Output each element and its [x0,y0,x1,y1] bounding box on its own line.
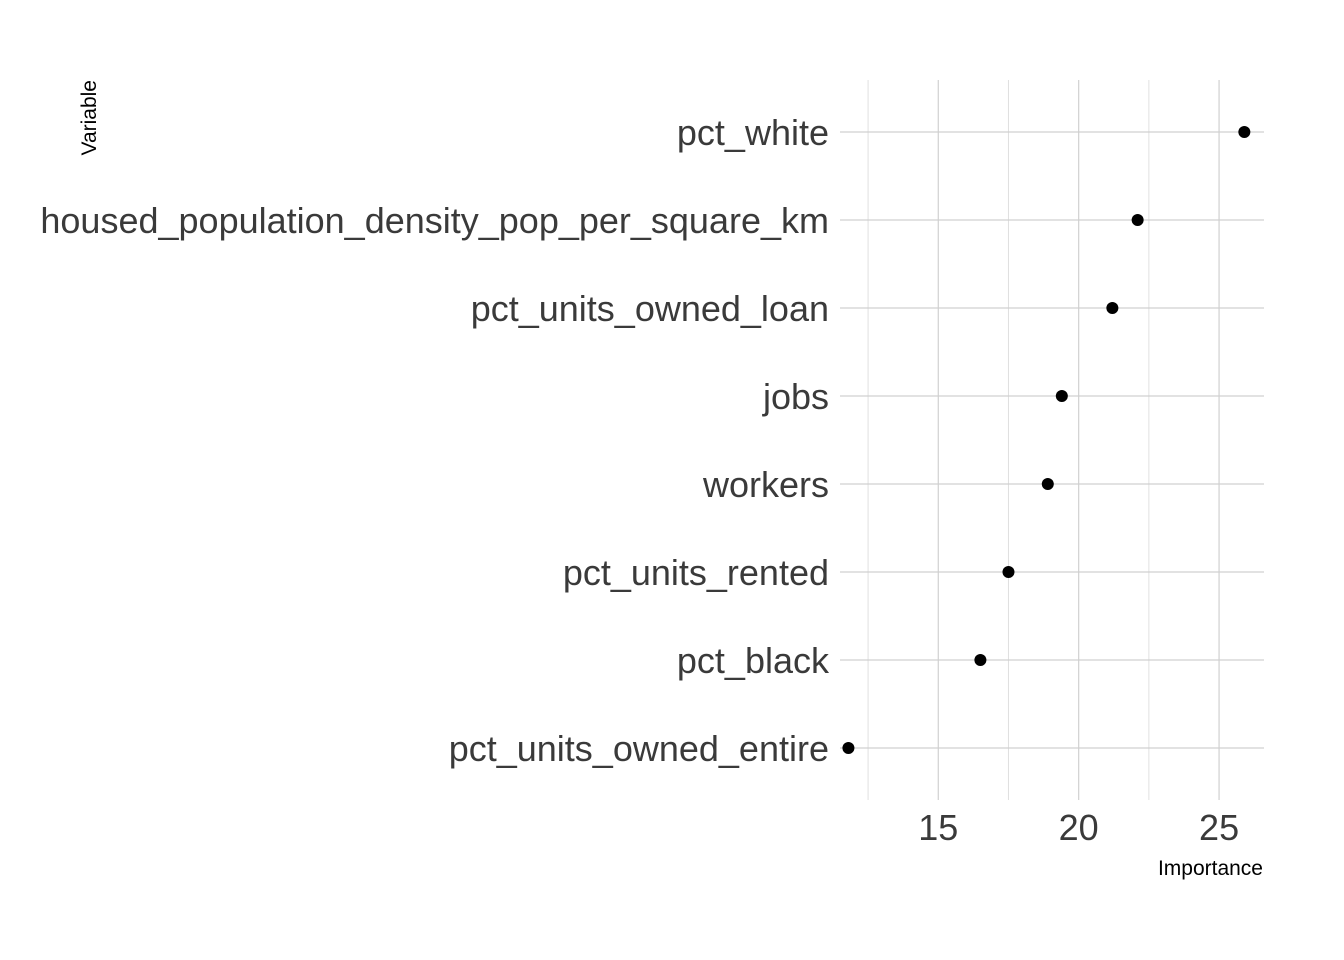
x-tick-label: 15 [918,807,958,848]
data-point [1055,390,1068,402]
data-point [1238,126,1251,138]
category-label: pct_units_rented [563,552,829,593]
data-point [1041,478,1054,490]
category-label: workers [702,464,829,505]
category-label: pct_units_owned_loan [471,288,829,329]
category-label: pct_black [677,640,830,681]
x-tick-label: 25 [1199,807,1239,848]
category-label: pct_white [677,112,829,153]
x-tick-label: 20 [1059,807,1099,848]
category-label: jobs [762,376,829,417]
data-point [1131,214,1144,226]
data-point [1002,566,1015,578]
y-axis-title: Variable [78,80,101,156]
category-label: pct_units_owned_entire [449,728,829,769]
data-point [974,654,987,666]
x-axis-ticks: 15 20 25 [918,807,1239,848]
data-points [842,126,1251,754]
data-point [842,742,855,754]
category-labels: pct_white housed_population_density_pop_p… [40,112,830,769]
category-label: housed_population_density_pop_per_square… [40,200,829,241]
grid-layer [840,80,1264,800]
x-axis-title: Importance [1158,857,1263,880]
data-point [1106,302,1119,314]
